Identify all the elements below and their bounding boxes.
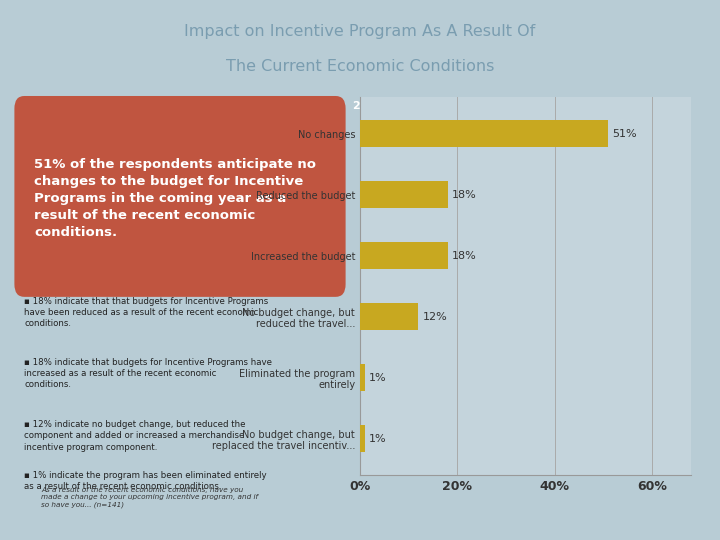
Text: ▪ 1% indicate the program has been eliminated entirely
as a result of the recent: ▪ 1% indicate the program has been elimi…: [24, 470, 267, 491]
Text: 51% of the respondents anticipate no
changes to the budget for Incentive
Program: 51% of the respondents anticipate no cha…: [35, 158, 316, 239]
Text: ▪ 12% indicate no budget change, but reduced the
component and added or increase: ▪ 12% indicate no budget change, but red…: [24, 420, 246, 451]
Bar: [360, 364, 365, 392]
Text: 18%: 18%: [451, 190, 477, 200]
Text: As a result of the recent economic conditions, have you
made a change to your up: As a result of the recent economic condi…: [41, 487, 258, 508]
Text: 26: 26: [352, 100, 368, 111]
Bar: [360, 303, 418, 330]
Text: Impact on Incentive Program As A Result Of: Impact on Incentive Program As A Result …: [184, 24, 536, 39]
FancyBboxPatch shape: [14, 96, 346, 297]
Text: 18%: 18%: [451, 251, 477, 261]
Circle shape: [291, 98, 429, 113]
Text: ▪ 18% indicate that budgets for Incentive Programs have
increased as a result of: ▪ 18% indicate that budgets for Incentiv…: [24, 357, 272, 389]
Bar: [360, 242, 448, 269]
Text: 1%: 1%: [369, 373, 387, 383]
Bar: [360, 181, 448, 208]
Text: 51%: 51%: [612, 129, 637, 139]
Text: ▪ 18% indicate that that budgets for Incentive Programs
have been reduced as a r: ▪ 18% indicate that that budgets for Inc…: [24, 297, 269, 328]
Bar: [360, 120, 608, 147]
Text: 1%: 1%: [369, 434, 387, 444]
Text: The Current Economic Conditions: The Current Economic Conditions: [226, 59, 494, 74]
Text: 12%: 12%: [423, 312, 447, 322]
Bar: [360, 425, 365, 453]
